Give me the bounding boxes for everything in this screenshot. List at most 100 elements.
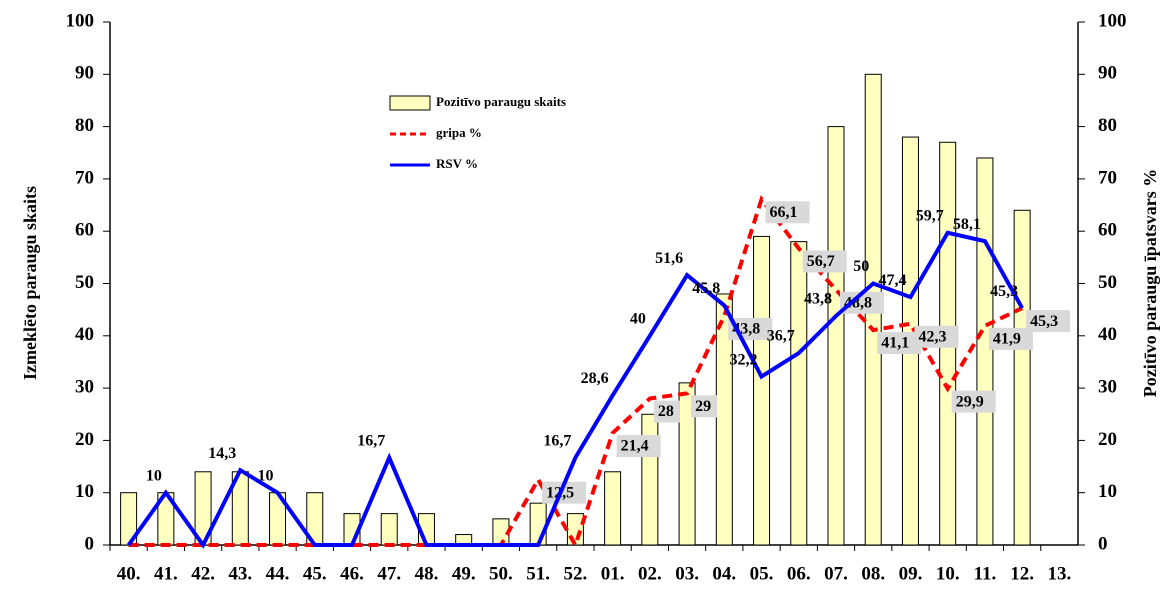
x-tick-label: 45.	[303, 563, 327, 584]
bar	[976, 157, 994, 546]
data-label: 40	[630, 310, 646, 327]
y2-tick-label: 90	[1098, 63, 1117, 84]
y2-tick-label: 60	[1098, 220, 1117, 241]
data-label: 28,6	[581, 370, 609, 387]
y2-tick-label: 40	[1098, 324, 1117, 345]
data-label: 29	[695, 398, 711, 415]
label-box	[802, 250, 847, 273]
label-box	[988, 327, 1033, 350]
x-tick-label: 44.	[266, 563, 290, 584]
label-box	[951, 390, 996, 413]
bar	[566, 513, 584, 546]
data-label: 50	[853, 258, 869, 275]
x-tick-label: 08.	[861, 563, 885, 584]
x-tick-label: 13.	[1048, 563, 1072, 584]
data-label: 32,2	[730, 351, 758, 368]
x-tick-label: 49.	[452, 563, 476, 584]
y-axis-label: Izmeklēto paraugu skaits	[20, 186, 40, 380]
y-tick-label: 70	[75, 167, 94, 188]
bar	[715, 293, 733, 546]
data-label: 16,7	[357, 432, 385, 449]
data-label: 29,9	[956, 393, 984, 410]
data-label: 45,3	[1030, 313, 1058, 330]
legend-label: RSV %	[436, 156, 478, 171]
y-tick-label: 0	[85, 533, 95, 554]
y-tick-label: 30	[75, 376, 94, 397]
line	[128, 195, 1024, 550]
x-tick-label: 47.	[377, 563, 401, 584]
y-tick-label: 40	[75, 324, 94, 345]
data-label: 59,7	[916, 207, 944, 224]
y2-tick-label: 20	[1098, 429, 1117, 450]
label-box	[914, 325, 959, 348]
x-tick-label: 12.	[1010, 563, 1034, 584]
x-tick-label: 10.	[936, 563, 960, 584]
y2-tick-label: 30	[1098, 376, 1117, 397]
data-label: 14,3	[208, 445, 236, 462]
x-tick-label: 11.	[974, 563, 997, 584]
y2-axis-label: Pozitīvo paraugu īpatsvars %	[1140, 169, 1160, 398]
x-tick-label: 52.	[564, 563, 588, 584]
y-tick-label: 10	[75, 481, 94, 502]
y-tick-label: 60	[75, 220, 94, 241]
x-tick-label: 43.	[228, 563, 252, 584]
bar	[1013, 209, 1031, 546]
y2-tick-label: 80	[1098, 115, 1117, 136]
x-tick-label: 03.	[675, 563, 699, 584]
y-tick-label: 80	[75, 115, 94, 136]
bar	[827, 126, 845, 546]
data-label: 45,8	[692, 280, 720, 297]
bar	[604, 471, 622, 546]
label-box	[877, 332, 922, 355]
y-tick-label: 50	[75, 272, 94, 293]
legend-label: gripa %	[436, 125, 482, 140]
data-label: 66,1	[770, 204, 798, 221]
data-label: 47,4	[878, 272, 906, 289]
x-tick-label: 48.	[415, 563, 439, 584]
x-tick-label: 51.	[526, 563, 550, 584]
x-tick-label: 05.	[750, 563, 774, 584]
bar	[753, 235, 771, 546]
label-box	[1026, 310, 1071, 333]
line	[126, 230, 1024, 549]
label-box	[840, 291, 884, 314]
y2-tick-label: 70	[1098, 167, 1117, 188]
bar	[380, 513, 398, 546]
label-box	[765, 201, 810, 224]
data-label: 51,6	[655, 250, 683, 267]
data-label: 10	[146, 467, 162, 484]
y-tick-label: 100	[66, 10, 95, 31]
label-box	[691, 395, 718, 418]
y2-tick-label: 50	[1098, 272, 1117, 293]
x-tick-label: 41.	[154, 563, 178, 584]
data-label: 16,7	[543, 432, 571, 449]
data-label: 21,4	[621, 438, 649, 455]
label-box	[653, 400, 680, 423]
data-label: 45,3	[990, 283, 1018, 300]
x-tick-label: 50.	[489, 563, 513, 584]
data-label: 10	[258, 467, 274, 484]
data-label: 43,8	[804, 291, 832, 308]
x-tick-label: 40.	[117, 563, 141, 584]
data-label: 42,3	[918, 328, 946, 345]
y2-tick-label: 0	[1098, 533, 1108, 554]
y2-tick-label: 10	[1098, 481, 1117, 502]
y-tick-label: 90	[75, 63, 94, 84]
data-label: 41,9	[993, 331, 1021, 348]
data-label: 28	[658, 403, 674, 420]
data-label: 36,7	[767, 328, 795, 345]
label-box	[616, 435, 661, 458]
x-tick-label: 09.	[899, 563, 923, 584]
data-label: 48,8	[844, 294, 872, 311]
legend-label: Pozitīvo paraugu skaits	[436, 94, 566, 109]
bar	[641, 413, 659, 546]
bar	[529, 502, 547, 546]
y-tick-label: 20	[75, 429, 94, 450]
x-tick-label: 06.	[787, 563, 811, 584]
label-box	[542, 481, 587, 504]
data-label: 41,1	[881, 335, 909, 352]
x-tick-label: 04.	[712, 563, 736, 584]
y2-tick-label: 100	[1098, 10, 1127, 31]
data-label: 58,1	[953, 216, 981, 233]
x-tick-label: 02.	[638, 563, 662, 584]
